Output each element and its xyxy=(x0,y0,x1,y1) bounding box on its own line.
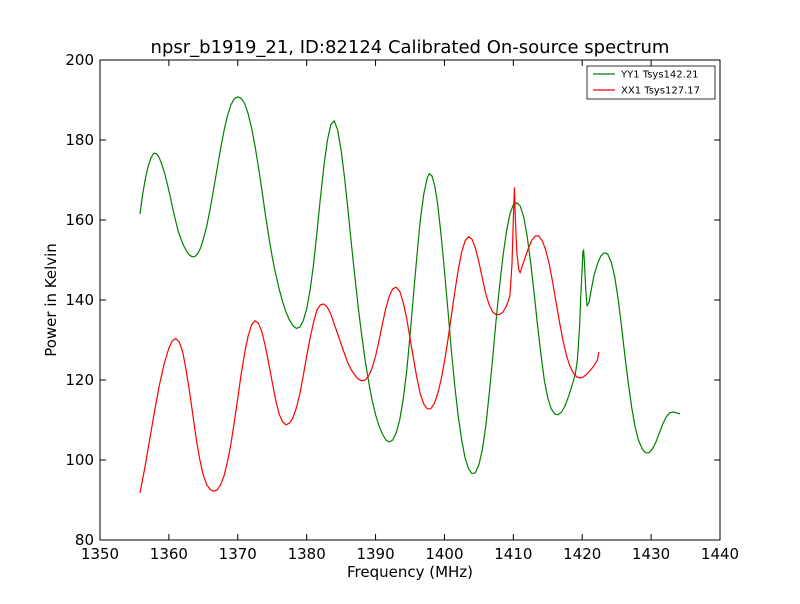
series-layer xyxy=(139,96,681,493)
x-tick-label: 1430 xyxy=(632,545,670,563)
x-tick-label: 1440 xyxy=(701,545,739,563)
y-tick-label: 100 xyxy=(65,451,94,469)
x-tick-label: 1350 xyxy=(81,545,119,563)
plot-area: 1350 1360 1370 1380 1390 1400 1410 1420 1430 1440… xyxy=(65,51,739,563)
legend: YY1 Tsys142.21 XX1 Tsys127.17 xyxy=(586,65,716,100)
y-tick-label: 140 xyxy=(65,291,94,309)
series-line-0 xyxy=(139,96,681,475)
legend-label-yy1: YY1 Tsys142.21 xyxy=(620,70,699,81)
x-tick-label: 1420 xyxy=(563,545,601,563)
y-tick-label: 80 xyxy=(75,531,94,549)
x-tick-label: 1380 xyxy=(288,545,326,563)
x-tick-label: 1410 xyxy=(494,545,532,563)
x-axis-label: Frequency (MHz) xyxy=(347,563,473,581)
x-tick-label: 1370 xyxy=(219,545,257,563)
legend-label-xx1: XX1 Tsys127.17 xyxy=(621,86,700,97)
x-tick-label: 1390 xyxy=(356,545,394,563)
y-axis: 80 100 120 140 160 180 200 xyxy=(65,51,720,549)
chart-title: npsr_b1919_21, ID:82124 Calibrated On-so… xyxy=(151,37,670,58)
y-tick-label: 160 xyxy=(65,211,94,229)
plot-frame xyxy=(99,59,721,541)
y-tick-label: 200 xyxy=(65,51,94,69)
legend-box xyxy=(586,65,716,100)
series-line-1 xyxy=(139,187,600,493)
x-tick-label: 1360 xyxy=(150,545,188,563)
x-tick-label: 1400 xyxy=(425,545,463,563)
x-axis: 1350 1360 1370 1380 1390 1400 1410 1420 1430 1440 xyxy=(81,60,739,563)
y-axis-label: Power in Kelvin xyxy=(42,243,60,357)
y-tick-label: 120 xyxy=(65,371,94,389)
y-tick-label: 180 xyxy=(65,131,94,149)
